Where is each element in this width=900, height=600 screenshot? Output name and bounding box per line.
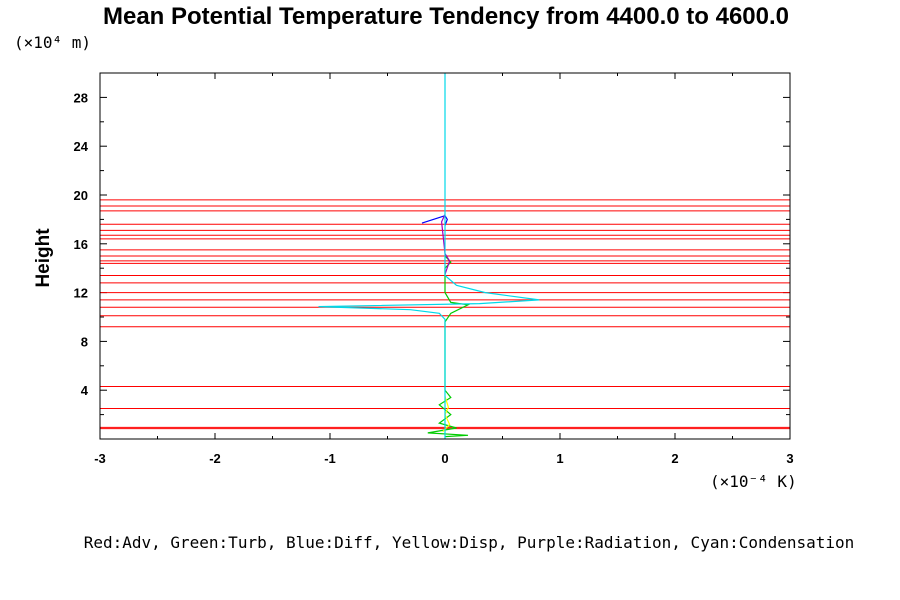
x-tick-label: 1 — [556, 451, 563, 466]
y-tick-label: 20 — [74, 188, 88, 203]
legend-note: Red:Adv, Green:Turb, Blue:Diff, Yellow:D… — [84, 533, 855, 552]
chart-title: Mean Potential Temperature Tendency from… — [103, 3, 789, 30]
x-tick-label: -3 — [94, 451, 106, 466]
y-tick-label: 4 — [81, 383, 89, 398]
x-tick-label: -1 — [324, 451, 336, 466]
y-tick-label: 28 — [74, 90, 88, 105]
series-condensation-line — [318, 73, 540, 439]
x-tick-label: 0 — [441, 451, 448, 466]
y-axis-label: Height — [33, 228, 54, 288]
x-tick-label: 2 — [671, 451, 678, 466]
y-axis-unit: (×10⁴ m) — [14, 33, 91, 52]
series-diff-line — [421, 214, 448, 226]
plot-frame — [99, 72, 791, 440]
x-tick-label: -2 — [209, 451, 221, 466]
x-tick-label: 3 — [786, 451, 793, 466]
y-tick-label: 12 — [74, 286, 88, 301]
y-tick-label: 24 — [74, 139, 89, 154]
y-tick-label: 16 — [74, 237, 88, 252]
y-tick-label: 8 — [81, 334, 88, 349]
x-axis-unit: (×10⁻⁴ K) — [710, 472, 797, 491]
